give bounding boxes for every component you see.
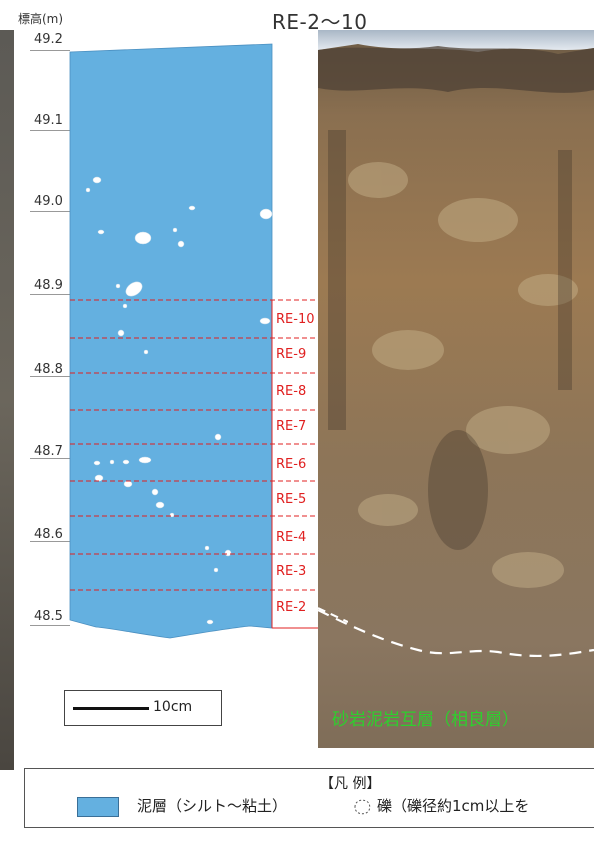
tick-line (30, 130, 70, 131)
sample-label-re-7: RE-7 (276, 419, 307, 434)
legend: 【凡 例】 泥層（シルト〜粘土） 礫（礫径約1cm以上を (24, 768, 594, 828)
sample-label-re-8: RE-8 (276, 384, 307, 399)
scale-bar-label: 10cm (153, 699, 193, 715)
tick-line (30, 458, 70, 459)
elevation-tick-48-6: 48.6 (34, 527, 63, 542)
sample-label-re-3: RE-3 (276, 564, 307, 579)
mud-layer-column (69, 43, 273, 639)
legend-mud-layer-label: 泥層（シルト〜粘土） (137, 797, 288, 815)
legend-gravel-label: 礫（礫径約1cm以上を (377, 797, 530, 815)
gravel-clasts (85, 176, 273, 625)
elevation-tick-48-7: 48.7 (34, 444, 63, 459)
boundary-connector (318, 607, 348, 623)
elevation-tick-48-5: 48.5 (34, 609, 63, 624)
scale-bar (73, 707, 149, 710)
elevation-tick-49-2: 49.2 (34, 32, 63, 47)
sample-label-re-10: RE-10 (276, 312, 315, 327)
outcrop-photo (318, 30, 594, 748)
elevation-axis-label: 標高(m) (18, 12, 64, 26)
sample-label-re-4: RE-4 (276, 530, 307, 545)
legend-title: 【凡 例】 (320, 776, 381, 792)
scale-bar-box: 10cm (64, 690, 222, 726)
gravel-icon (354, 799, 371, 815)
sample-label-re-2: RE-2 (276, 600, 307, 615)
tick-line (30, 376, 70, 377)
elevation-tick-49-0: 49.0 (34, 194, 63, 209)
mud-layer-swatch (77, 797, 119, 817)
tick-line (30, 625, 70, 626)
tick-line (30, 294, 70, 295)
left-photo-strip (0, 30, 14, 770)
tick-line (30, 50, 70, 51)
elevation-tick-49-1: 49.1 (34, 113, 63, 128)
elevation-tick-48-8: 48.8 (34, 362, 63, 377)
sample-label-re-5: RE-5 (276, 492, 307, 507)
tick-line (30, 541, 70, 542)
stratigraphic-column (69, 43, 318, 639)
sample-label-re-6: RE-6 (276, 457, 307, 472)
sample-box-lines (271, 300, 318, 629)
sample-label-re-9: RE-9 (276, 347, 307, 362)
sample-boundary-lines (70, 299, 318, 591)
formation-label: 砂岩泥岩互層（相良層） (332, 710, 519, 730)
tick-line (30, 211, 70, 212)
elevation-tick-48-9: 48.9 (34, 278, 63, 293)
